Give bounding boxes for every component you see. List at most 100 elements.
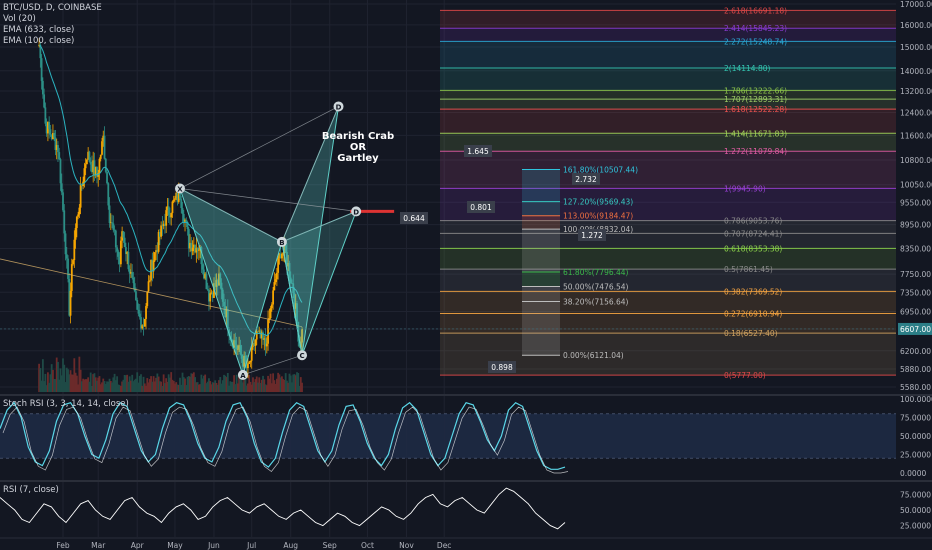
volume-bar bbox=[293, 374, 296, 392]
candle-body bbox=[126, 251, 129, 255]
candle-body bbox=[122, 231, 125, 238]
rsi-tick: 75.0000 bbox=[900, 490, 931, 499]
candle-body bbox=[205, 273, 208, 290]
pattern-point-label: A bbox=[240, 372, 246, 380]
volume-bar bbox=[267, 375, 269, 392]
candle-body bbox=[131, 272, 134, 278]
candle-body bbox=[157, 231, 160, 252]
pattern-point-c bbox=[297, 350, 308, 361]
price-tick: 9550.00 bbox=[900, 198, 931, 207]
candle-body bbox=[108, 205, 111, 223]
candle-body bbox=[162, 223, 165, 226]
ratio-badge bbox=[464, 145, 492, 157]
ratio-label: 1.272 bbox=[581, 231, 603, 240]
pattern-ratio-line bbox=[179, 188, 283, 243]
candle-body bbox=[141, 325, 144, 329]
volume-bar bbox=[235, 374, 238, 392]
volume-bar bbox=[69, 370, 72, 392]
volume-bar bbox=[77, 384, 79, 392]
candle-body bbox=[84, 164, 87, 169]
candle-body bbox=[142, 325, 145, 327]
candle-body bbox=[224, 306, 227, 317]
candle-body bbox=[249, 360, 252, 363]
candle-body bbox=[236, 348, 239, 350]
candle-body bbox=[50, 134, 53, 140]
volume-bar bbox=[130, 380, 132, 392]
candle-body bbox=[190, 242, 193, 252]
harmonic-pattern: X A B C D D 1.645 0.644 0.801 0.898 2.732 1.272 bbox=[175, 101, 606, 380]
candle-body bbox=[164, 223, 166, 226]
price-tick: 5580.00 bbox=[900, 383, 931, 392]
volume-bar bbox=[152, 376, 155, 392]
candle-body bbox=[152, 260, 155, 272]
candle-body bbox=[73, 239, 76, 261]
candle-body bbox=[269, 308, 272, 319]
candle-body bbox=[60, 183, 63, 193]
volume-bar bbox=[96, 380, 98, 392]
volume-bar bbox=[258, 377, 261, 392]
fib-ext-label: 0.5(7861.45) bbox=[724, 265, 773, 274]
pattern-point-x bbox=[175, 183, 185, 194]
price-tick: 14000.00 bbox=[900, 67, 932, 76]
volume-bar bbox=[199, 384, 202, 392]
price-tick: 6200.00 bbox=[900, 347, 931, 356]
volume-bar bbox=[231, 381, 234, 392]
candle-body bbox=[161, 225, 164, 227]
ratio-badge bbox=[578, 229, 606, 241]
candle-body bbox=[247, 363, 249, 369]
volume-bar bbox=[59, 368, 62, 392]
candle-body bbox=[192, 244, 195, 248]
candle-body bbox=[195, 247, 198, 253]
volume-bar bbox=[160, 381, 163, 392]
candle-body bbox=[267, 319, 269, 344]
volume-bar bbox=[153, 381, 156, 392]
candle-body bbox=[296, 303, 298, 322]
fib-ext-label: 1(9945.90) bbox=[724, 184, 766, 193]
volume-bar bbox=[112, 377, 115, 392]
volume-bar bbox=[240, 374, 243, 392]
volume-bar bbox=[132, 381, 135, 392]
pattern-point-label: C bbox=[299, 352, 304, 360]
time-axis: Feb Mar Apr May Jun Jul Aug Sep Oct Nov Dec bbox=[0, 537, 932, 550]
fib-extension: 2.618(16691.18) 2.414(15845.23) 2.272(1524… bbox=[440, 6, 896, 380]
volume-bar bbox=[65, 367, 68, 392]
candle-body bbox=[248, 362, 251, 364]
candle-body bbox=[52, 133, 54, 140]
volume-bar bbox=[121, 381, 124, 392]
fib-ext-band bbox=[440, 248, 896, 270]
candle-body bbox=[92, 160, 95, 173]
candle-body bbox=[98, 158, 101, 173]
rsi-tick: 25.0000 bbox=[900, 522, 931, 531]
candle-body bbox=[151, 259, 154, 272]
volume-bar bbox=[162, 374, 165, 392]
candle-body bbox=[132, 277, 135, 284]
volume-bar bbox=[196, 382, 199, 392]
candle-body bbox=[216, 280, 219, 286]
candle-body bbox=[167, 206, 170, 216]
volume-bar bbox=[273, 380, 276, 392]
volume-bar bbox=[104, 383, 107, 392]
price-tick: 13200.00 bbox=[900, 87, 932, 96]
volume-bar bbox=[252, 377, 254, 392]
volume-bar bbox=[216, 384, 219, 392]
candle-body bbox=[187, 229, 190, 249]
price-tick: 5880.00 bbox=[900, 365, 931, 374]
fib-ext-band bbox=[440, 220, 896, 234]
stoch-band bbox=[0, 413, 896, 459]
candle-body bbox=[211, 292, 214, 298]
candle-body bbox=[72, 260, 74, 265]
volume-bar bbox=[206, 381, 209, 392]
candle-body bbox=[185, 219, 188, 222]
volume-bar bbox=[233, 375, 235, 392]
volume-bar bbox=[73, 358, 76, 392]
candle-body bbox=[57, 145, 59, 153]
candle-body bbox=[53, 133, 56, 138]
candle-body bbox=[121, 231, 124, 241]
volume-bar bbox=[294, 375, 297, 392]
volume-bar bbox=[64, 382, 67, 392]
volume-bar bbox=[197, 384, 200, 392]
candle-body bbox=[284, 245, 287, 252]
candle-body bbox=[112, 223, 115, 230]
fib-ext-band bbox=[440, 10, 896, 29]
